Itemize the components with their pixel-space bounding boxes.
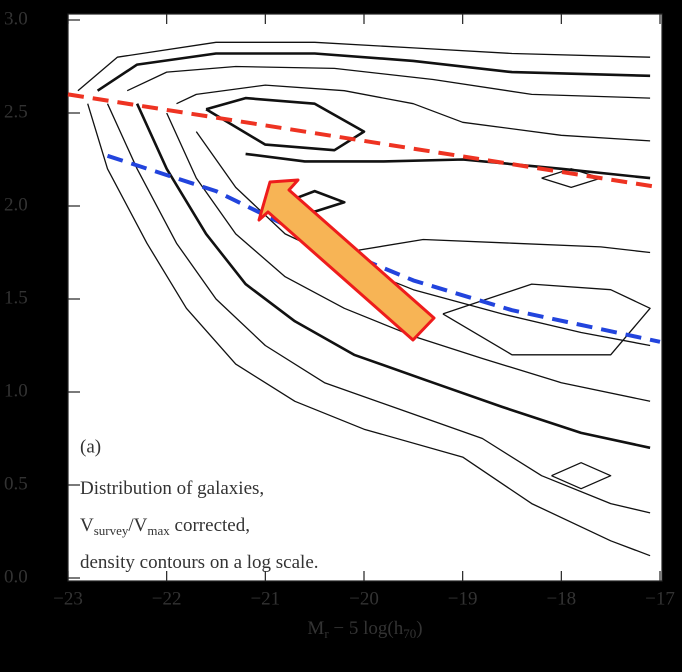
arrow (257, 178, 436, 342)
panel-label: (a) (80, 436, 101, 457)
density-contour (87, 103, 651, 557)
density-contour (166, 112, 651, 402)
y-tick-label: 1.5 (4, 287, 28, 308)
density-contour (551, 462, 612, 490)
density-contour (106, 103, 651, 514)
text-part: Distribution of galaxies, (80, 478, 264, 499)
density-contour (344, 238, 651, 254)
text-part: corrected, (170, 515, 250, 536)
x-tick-label: −21 (250, 588, 280, 609)
text-part: M (307, 618, 324, 639)
density-contour (96, 52, 651, 92)
density-contour (176, 84, 651, 142)
x-axis-label: Mr − 5 log(h70) (307, 618, 422, 641)
x-tick-label: −18 (546, 588, 576, 609)
y-tick-label: 0.0 (4, 566, 28, 587)
x-tick-label: −19 (448, 588, 478, 609)
text-part: /V (128, 515, 147, 536)
y-tick-label: 2.5 (4, 101, 28, 122)
density-contour (135, 103, 651, 450)
density-contour (77, 41, 651, 92)
x-tick-label: −20 (349, 588, 379, 609)
text-part: density contours on a log scale. (80, 552, 319, 573)
annotation-line: Vsurvey/Vmax corrected, (80, 515, 250, 538)
x-tick-label: −17 (645, 588, 675, 609)
density-contour (205, 96, 366, 152)
density-contour (126, 65, 651, 99)
y-tick-label: 1.0 (4, 380, 28, 401)
subscript: survey (94, 523, 129, 538)
y-tick-label: 2.0 (4, 194, 28, 215)
x-tick-label: −22 (152, 588, 182, 609)
text-part: ) (416, 618, 422, 639)
y-tick-label: 0.5 (4, 473, 28, 494)
subscript: 70 (403, 626, 416, 641)
subscript: max (147, 523, 170, 538)
annotation-line: Distribution of galaxies, (80, 478, 264, 499)
annotation-line: density contours on a log scale. (80, 552, 319, 573)
x-tick-label: −23 (53, 588, 83, 609)
y-tick-label: 3.0 (4, 8, 28, 29)
subscript: r (324, 626, 329, 641)
density-contour (442, 283, 651, 356)
text-part: V (80, 515, 94, 536)
text-part: − 5 log(h (329, 618, 404, 639)
